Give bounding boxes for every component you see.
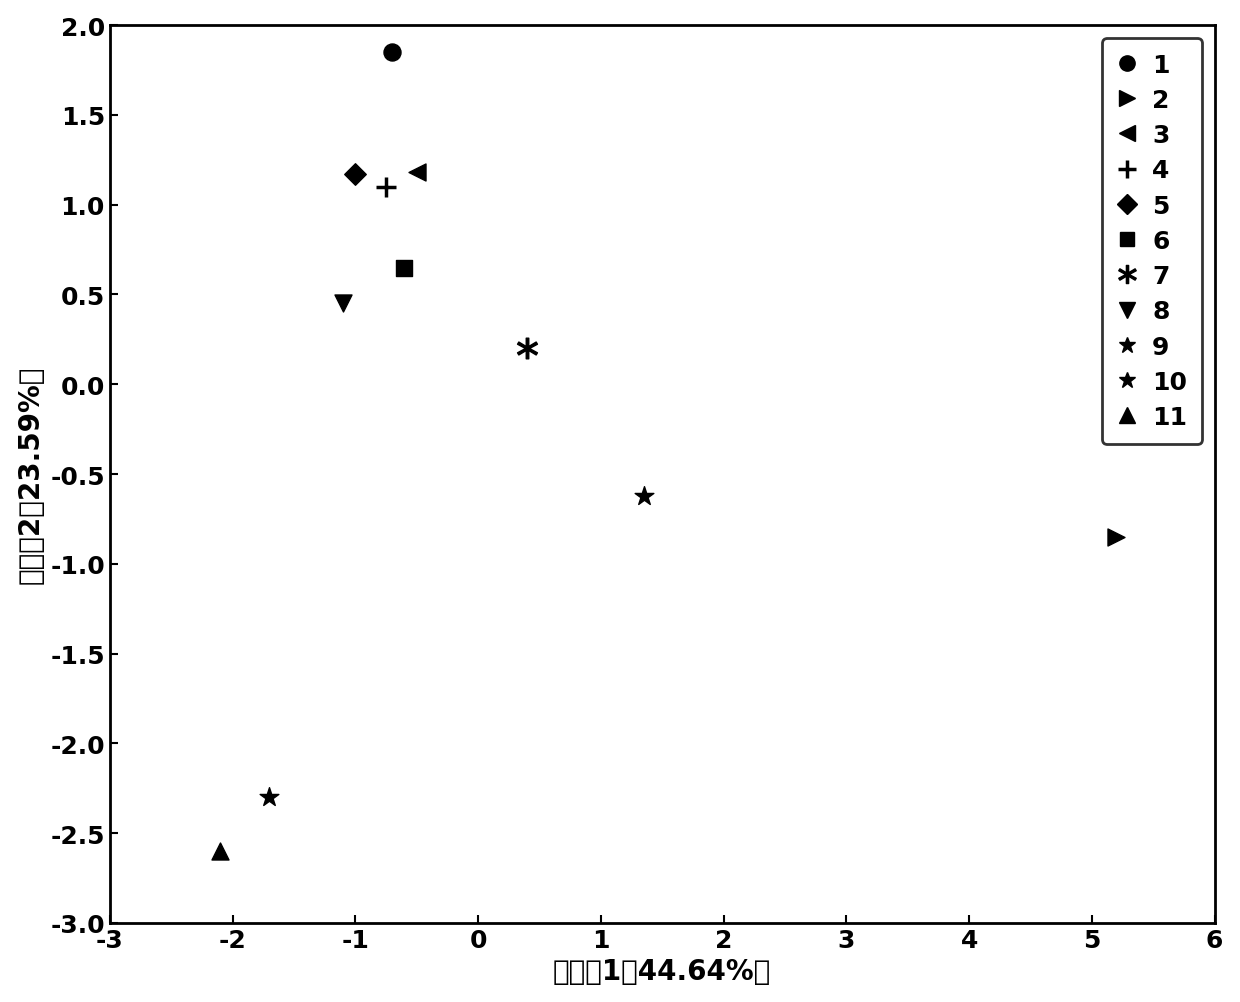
Y-axis label: 主成分2（23.59%）: 主成分2（23.59%） [16,366,45,583]
Point [634,488,653,504]
Legend: 1, 2, 3, 4, 5, 6, 7, 8, 9, 10, 11: 1, 2, 3, 4, 5, 6, 7, 8, 9, 10, 11 [1102,39,1202,445]
Point [517,341,537,357]
Point [334,297,353,313]
Point [1106,529,1126,545]
Point [211,844,231,860]
Point [382,45,402,61]
Point [346,167,366,183]
Point [259,790,279,806]
Point [407,165,427,181]
X-axis label: 主成分1（44.64%）: 主成分1（44.64%） [553,957,771,985]
Point [376,179,396,195]
Point [394,261,414,277]
